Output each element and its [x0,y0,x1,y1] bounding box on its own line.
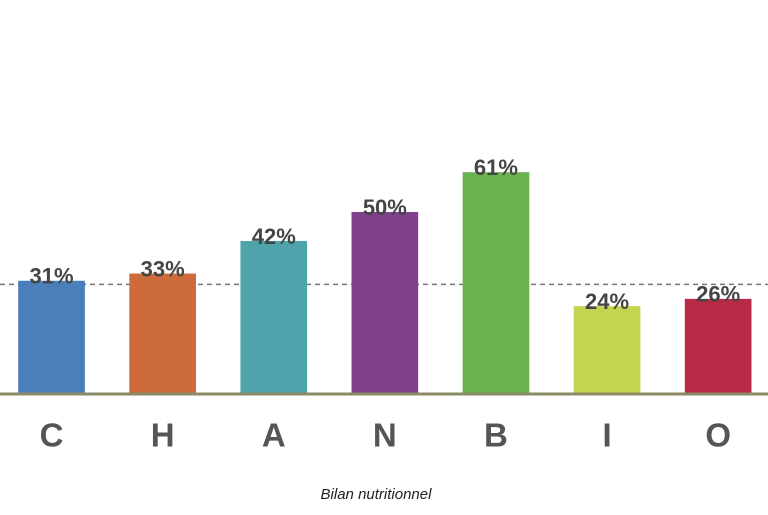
x-tick-label: A [262,417,286,454]
value-label: 24% [585,289,629,314]
x-tick-label: C [40,417,64,454]
bar [573,306,641,393]
bar [129,273,196,393]
x-tick-label: O [705,417,731,454]
x-tick-label: B [484,417,508,454]
bar [684,298,752,393]
bar [18,280,85,393]
value-label: 33% [141,256,185,281]
bar [240,240,308,393]
value-label: 42% [252,224,296,249]
x-tick-label: I [602,417,611,454]
x-tick-label: N [373,417,397,454]
x-axis-label: Bilan nutritionnel [321,486,433,503]
value-label: 61% [474,155,518,180]
value-label: 26% [696,282,740,307]
value-label: 31% [30,264,74,289]
value-label: 50% [363,195,407,220]
bar [351,212,419,393]
x-tick-label: H [151,417,175,454]
bar [462,172,530,393]
